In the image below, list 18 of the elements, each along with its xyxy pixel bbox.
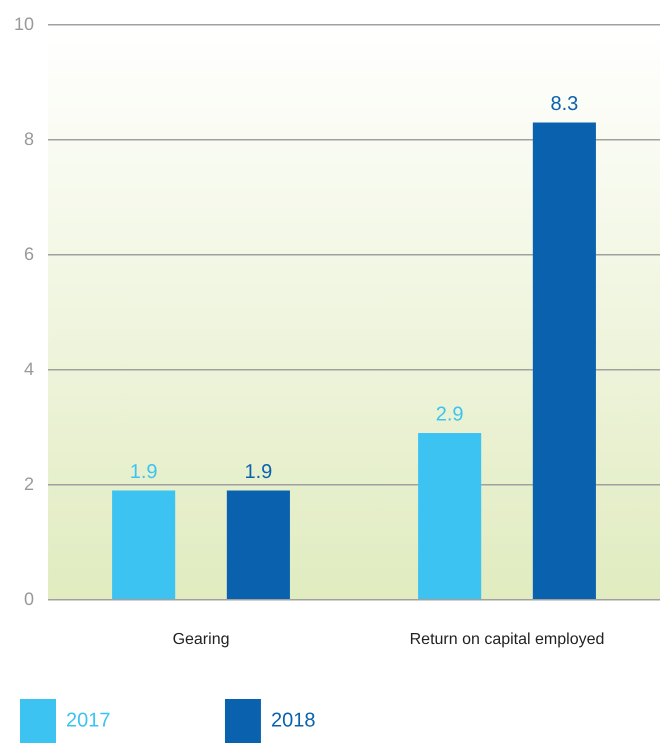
y-tick-label: 8 bbox=[24, 128, 34, 149]
x-tick-label: Return on capital employed bbox=[410, 630, 604, 648]
legend-label: 2017 bbox=[66, 710, 205, 732]
legend-label: 2018 bbox=[270, 710, 410, 732]
data-label: 2.9 bbox=[436, 404, 464, 426]
data-label: 8.3 bbox=[550, 93, 578, 116]
bar bbox=[532, 122, 596, 600]
bar bbox=[112, 490, 176, 600]
data-label: 1.9 bbox=[244, 461, 272, 484]
y-tick-label: 4 bbox=[24, 358, 34, 379]
bar bbox=[226, 490, 290, 600]
y-tick-label: 0 bbox=[24, 588, 34, 609]
y-tick-label: 10 bbox=[14, 14, 34, 34]
data-label: 1.9 bbox=[130, 461, 158, 484]
y-tick-label: 2 bbox=[24, 474, 34, 494]
y-tick-label: 6 bbox=[24, 244, 34, 264]
x-tick-label: Gearing bbox=[172, 630, 230, 648]
bar bbox=[418, 433, 482, 600]
